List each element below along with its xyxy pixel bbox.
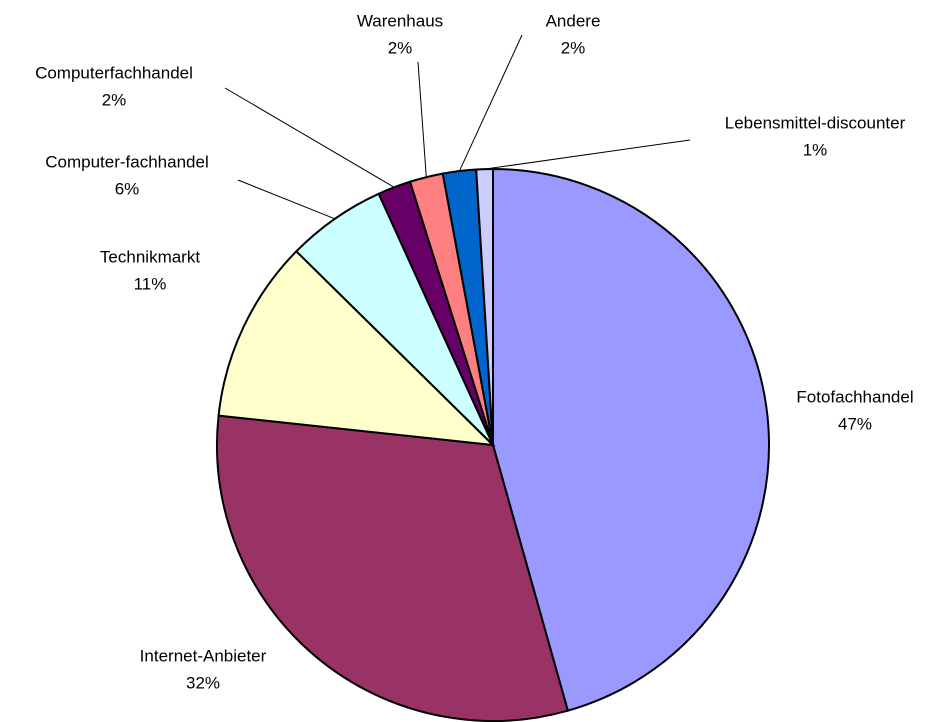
leader-line	[484, 139, 691, 170]
slice-value-label: 2%	[102, 90, 127, 109]
slice-value-label: 6%	[115, 179, 140, 198]
leader-line	[224, 87, 395, 188]
slice-value-label: 2%	[388, 38, 413, 57]
leader-line	[237, 179, 336, 220]
slice-value-label: 32%	[186, 673, 220, 692]
slice-value-label: 47%	[838, 414, 872, 433]
leader-line	[417, 61, 427, 178]
slice-label: Computerfachhandel	[35, 63, 193, 82]
pie-slice	[492, 167, 770, 712]
pie-slice	[217, 249, 496, 447]
slice-label: Fotofachhandel	[796, 387, 913, 406]
slice-label: Lebensmittel-discounter	[725, 113, 906, 132]
slice-label: Andere	[546, 11, 601, 30]
slice-label: Computer-fachhandel	[45, 152, 208, 171]
slice-value-label: 2%	[561, 38, 586, 57]
leader-line	[458, 34, 523, 172]
slice-value-label: 1%	[803, 140, 828, 159]
slice-label: Internet-Anbieter	[140, 646, 267, 665]
slice-label: Warenhaus	[357, 11, 443, 30]
slice-label: Technikmarkt	[100, 247, 200, 266]
slice-value-label: 11%	[134, 274, 167, 293]
pie-slice	[216, 414, 570, 722]
